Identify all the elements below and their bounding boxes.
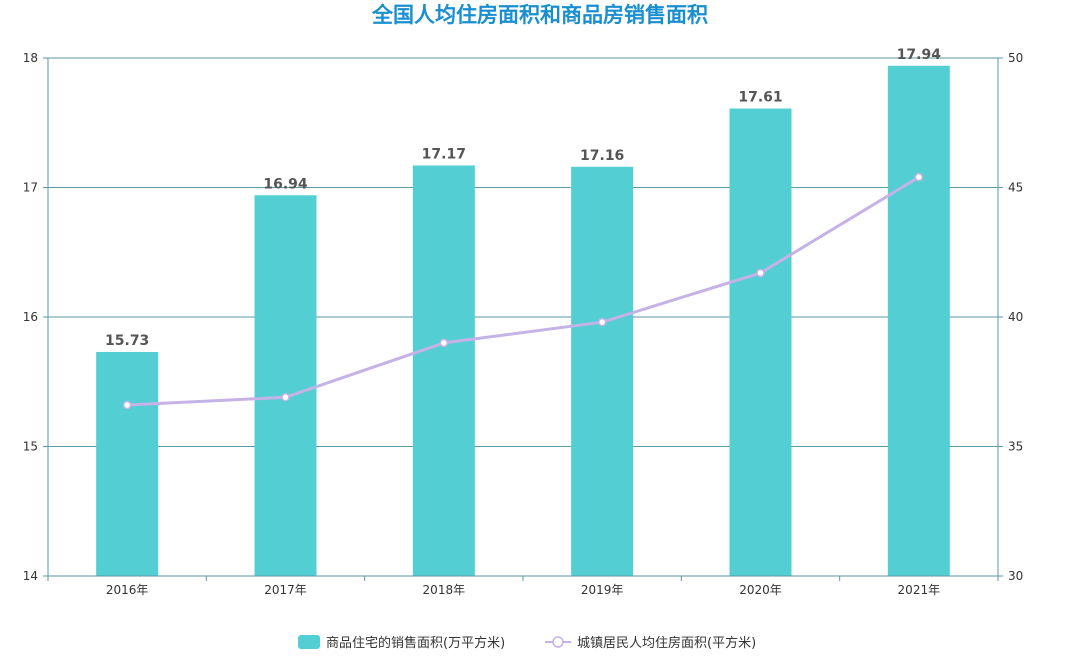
bar [571, 166, 634, 576]
legend-label-line: 城镇居民人均住房面积(平方米) [577, 635, 756, 651]
line-point [439, 338, 449, 348]
right-tick-label: 45 [1008, 181, 1023, 195]
legend-label-bar: 商品住宅的销售面积(万平方米) [326, 635, 505, 651]
x-tick-label: 2019年 [581, 583, 624, 597]
bar [96, 351, 159, 576]
bar-data-label: 15.73 [105, 333, 149, 349]
grid-lines [48, 57, 998, 577]
left-tick-label: 14 [23, 569, 38, 583]
right-tick-label: 35 [1008, 440, 1023, 454]
left-tick-label: 16 [23, 310, 38, 324]
line-point [122, 400, 132, 410]
bar-data-label: 17.17 [422, 146, 466, 162]
right-tick-label: 40 [1008, 310, 1023, 324]
line-point [756, 268, 765, 278]
bar-data-label: 16.94 [263, 176, 308, 192]
line-point [281, 393, 290, 402]
legend: 商品住宅的销售面积(万平方米) 城镇居民人均住房面积(平方米) [298, 635, 756, 651]
x-tick-label: 2018年 [423, 583, 466, 597]
right-tick-label: 30 [1008, 569, 1023, 583]
chart-title: 全国人均住房面积和商品房销售面积 [371, 3, 708, 27]
axes: 14 15 16 17 18 30 35 40 45 50 2016年 2017年 2018年 2019年… [23, 51, 1024, 597]
x-tick-label: 2017年 [264, 583, 307, 597]
line-series-path [125, 175, 921, 407]
bar [729, 108, 792, 576]
bar-data-label: 17.61 [738, 90, 782, 106]
legend-swatch-point [552, 636, 564, 648]
bar [254, 195, 317, 576]
data-labels: 15.73 16.94 17.17 17.16 17.61 17.94 [105, 47, 941, 349]
legend-swatch-bar [298, 635, 320, 649]
left-tick-label: 15 [23, 440, 38, 454]
line-point [914, 172, 924, 182]
left-tick-label: 18 [23, 51, 38, 65]
bar-data-label: 17.16 [580, 148, 624, 164]
bar [412, 165, 475, 577]
x-tick-label: 2020年 [739, 583, 782, 597]
line-point [597, 317, 607, 327]
right-tick-label: 50 [1008, 51, 1023, 65]
line-series [122, 172, 924, 410]
left-tick-label: 17 [23, 181, 38, 195]
x-tick-label: 2016年 [106, 583, 149, 597]
bar [887, 65, 950, 577]
bar-series [96, 65, 950, 577]
bar-data-label: 17.94 [897, 47, 942, 63]
x-tick-label: 2021年 [898, 583, 941, 597]
